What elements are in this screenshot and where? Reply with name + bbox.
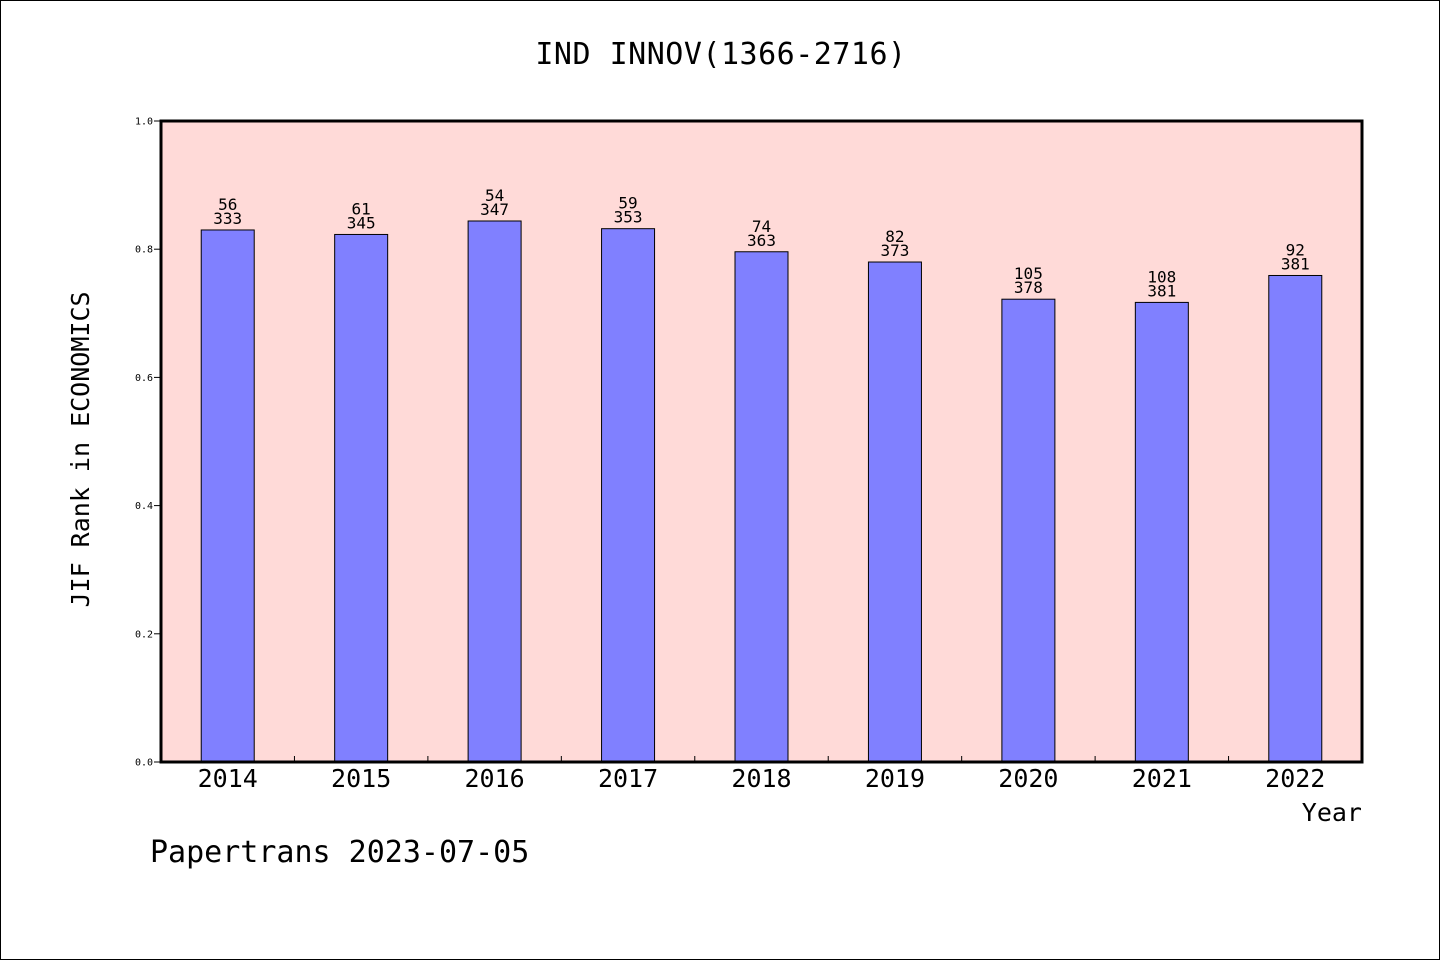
x-axis-label: Year — [1302, 798, 1362, 827]
chart-title: IND INNOV(1366-2716) — [535, 37, 907, 72]
data-label-total-2022: 381 — [1281, 254, 1310, 273]
data-label-total-2014: 333 — [213, 209, 242, 228]
y-tick-label: 0.4 — [135, 501, 153, 512]
data-label-rank-2018: 74 — [752, 217, 771, 236]
y-tick-label: 0.6 — [135, 373, 153, 384]
bar-2018 — [734, 251, 789, 763]
bar-2016 — [467, 220, 522, 763]
y-tick-label: 1.0 — [135, 117, 153, 128]
data-label-rank-2017: 59 — [618, 194, 637, 213]
x-tick-label-2021: 2021 — [1132, 764, 1192, 793]
x-tick-label-2014: 2014 — [198, 764, 258, 793]
y-axis-label: JIF Rank in ECONOMICS — [66, 291, 95, 607]
data-label-total-2020: 378 — [1014, 278, 1043, 297]
axis-layer: 2014 2015 2016 2017 2018 2019 2020 2021 2022 0.0 0… — [135, 117, 1325, 794]
data-label-rank-2015: 61 — [352, 199, 371, 218]
y-tick-label: 0.0 — [135, 758, 153, 769]
plot-frame — [159, 119, 1364, 764]
x-tick-label-2020: 2020 — [998, 764, 1058, 793]
bar-2021 — [1134, 301, 1189, 763]
y-tick-label: 0.2 — [135, 629, 153, 640]
data-label-total-2015: 345 — [347, 213, 376, 232]
bar-2015 — [334, 233, 389, 763]
x-tick-label-2015: 2015 — [331, 764, 391, 793]
data-label-rank-2020: 105 — [1014, 264, 1043, 283]
bar-2022 — [1268, 274, 1323, 763]
data-label-rank-2016: 54 — [485, 186, 504, 205]
bar-2019 — [867, 261, 922, 763]
x-tick-label-2018: 2018 — [731, 764, 791, 793]
data-label-total-2017: 353 — [614, 208, 643, 227]
bars-layer — [200, 220, 1323, 763]
data-label-rank-2019: 82 — [885, 227, 904, 246]
x-tick-label-2019: 2019 — [865, 764, 925, 793]
data-label-rank-2022: 92 — [1286, 240, 1305, 259]
x-tick-label-2022: 2022 — [1265, 764, 1325, 793]
data-label-total-2016: 347 — [480, 200, 509, 219]
x-tick-label-2017: 2017 — [598, 764, 658, 793]
data-label-rank-2021: 108 — [1147, 267, 1176, 286]
bar-2017 — [601, 228, 656, 763]
bar-2020 — [1001, 298, 1056, 763]
watermark-text: Papertrans 2023-07-05 — [150, 835, 530, 870]
data-label-total-2018: 363 — [747, 231, 776, 250]
data-label-total-2021: 381 — [1147, 281, 1176, 300]
x-tick-label-2016: 2016 — [465, 764, 525, 793]
y-tick-label: 0.8 — [135, 245, 153, 256]
data-label-total-2019: 373 — [880, 241, 909, 260]
bar-2014 — [200, 229, 255, 763]
data-label-rank-2014: 56 — [218, 195, 237, 214]
